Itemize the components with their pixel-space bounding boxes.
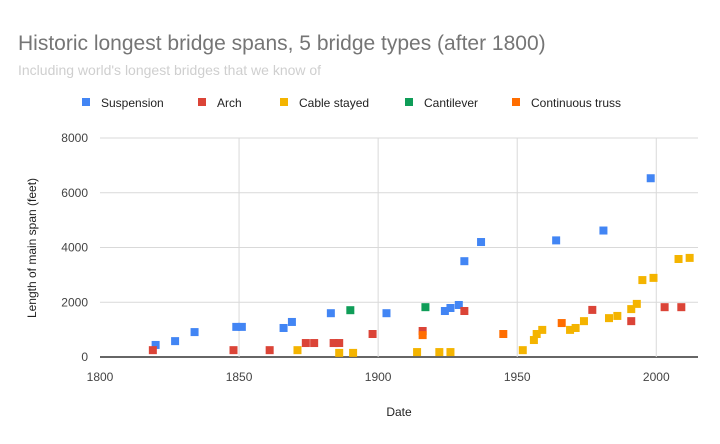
data-point-cable-stayed bbox=[349, 348, 358, 357]
data-point-cable-stayed bbox=[518, 346, 527, 355]
legend-label: Arch bbox=[217, 96, 242, 110]
data-point-cable-stayed bbox=[435, 348, 444, 357]
x-tick-label: 1900 bbox=[365, 370, 392, 384]
data-point-cable-stayed bbox=[649, 273, 658, 282]
data-point-cable-stayed bbox=[566, 325, 575, 334]
data-point-cable-stayed bbox=[532, 330, 541, 339]
data-point-suspension bbox=[190, 328, 199, 337]
data-point-cable-stayed bbox=[674, 254, 683, 263]
data-point-arch bbox=[588, 305, 597, 314]
legend-label: Suspension bbox=[101, 96, 164, 110]
data-point-suspension bbox=[599, 226, 608, 235]
data-point-suspension bbox=[151, 340, 160, 349]
data-point-cable-stayed bbox=[293, 346, 302, 355]
data-point-cable-stayed bbox=[613, 311, 622, 320]
data-point-suspension bbox=[477, 238, 486, 247]
data-points bbox=[148, 174, 694, 357]
data-point-arch bbox=[660, 303, 669, 312]
data-point-arch bbox=[677, 303, 686, 312]
data-point-cantilever bbox=[421, 303, 430, 312]
data-point-arch bbox=[368, 330, 377, 339]
data-point-suspension bbox=[287, 317, 296, 326]
data-point-cable-stayed bbox=[685, 253, 694, 262]
legend-marker bbox=[512, 98, 520, 106]
y-tick-label: 2000 bbox=[61, 295, 88, 309]
legend-label: Cable stayed bbox=[299, 96, 369, 110]
data-point-arch bbox=[627, 317, 636, 326]
chart-title: Historic longest bridge spans, 5 bridge … bbox=[18, 32, 546, 55]
data-point-cable-stayed bbox=[627, 305, 636, 314]
data-point-cable-stayed bbox=[446, 348, 455, 357]
grid: 0 2000 4000 6000 8000 1800 1850 1900 1950 2000 bbox=[61, 131, 698, 384]
data-point-arch bbox=[460, 307, 469, 316]
y-tick-label: 6000 bbox=[61, 186, 88, 200]
data-point-continuous-truss bbox=[557, 319, 566, 328]
legend-marker bbox=[280, 98, 288, 106]
data-point-arch bbox=[265, 346, 274, 355]
x-tick-label: 2000 bbox=[643, 370, 670, 384]
data-point-continuous-truss bbox=[499, 330, 508, 339]
chart-subtitle: Including world's longest bridges that w… bbox=[18, 62, 321, 78]
data-point-arch bbox=[329, 339, 338, 348]
legend-label: Cantilever bbox=[424, 96, 478, 110]
data-point-suspension bbox=[237, 322, 246, 331]
y-axis-label: Length of main span (feet) bbox=[25, 178, 39, 318]
data-point-cable-stayed bbox=[538, 325, 547, 334]
data-point-continuous-truss bbox=[418, 331, 427, 340]
data-point-cable-stayed bbox=[579, 317, 588, 326]
data-point-arch bbox=[418, 326, 427, 335]
x-tick-label: 1850 bbox=[226, 370, 253, 384]
y-tick-label: 8000 bbox=[61, 131, 88, 145]
data-point-cable-stayed bbox=[571, 323, 580, 332]
data-point-cable-stayed bbox=[413, 348, 422, 357]
data-point-arch bbox=[310, 339, 319, 348]
y-tick-label: 4000 bbox=[61, 241, 88, 255]
data-point-cantilever bbox=[346, 306, 355, 315]
legend-marker bbox=[405, 98, 413, 106]
data-point-arch bbox=[301, 339, 310, 348]
x-tick-label: 1950 bbox=[504, 370, 531, 384]
data-point-cable-stayed bbox=[632, 299, 641, 308]
data-point-arch bbox=[229, 346, 238, 355]
x-tick-label: 1800 bbox=[87, 370, 114, 384]
legend: Suspension Arch Cable stayed Cantilever Cont… bbox=[82, 96, 621, 110]
data-point-suspension bbox=[171, 337, 180, 346]
data-point-suspension bbox=[646, 174, 655, 183]
data-point-suspension bbox=[382, 309, 391, 318]
data-point-suspension bbox=[552, 236, 561, 245]
data-point-cable-stayed bbox=[335, 348, 344, 357]
x-axis-label: Date bbox=[386, 405, 412, 419]
data-point-suspension bbox=[446, 303, 455, 312]
legend-label: Continuous truss bbox=[531, 96, 621, 110]
y-tick-label: 0 bbox=[81, 350, 88, 364]
legend-marker bbox=[198, 98, 206, 106]
data-point-cable-stayed bbox=[638, 276, 647, 285]
data-point-cable-stayed bbox=[604, 314, 613, 323]
data-point-arch bbox=[335, 339, 344, 348]
data-point-suspension bbox=[279, 323, 288, 332]
data-point-suspension bbox=[326, 309, 335, 318]
legend-marker bbox=[82, 98, 90, 106]
data-point-arch bbox=[148, 346, 157, 355]
data-point-suspension bbox=[454, 300, 463, 309]
data-point-suspension bbox=[232, 322, 241, 331]
data-point-suspension bbox=[460, 257, 469, 266]
data-point-suspension bbox=[440, 307, 449, 316]
data-point-cable-stayed bbox=[529, 336, 538, 345]
